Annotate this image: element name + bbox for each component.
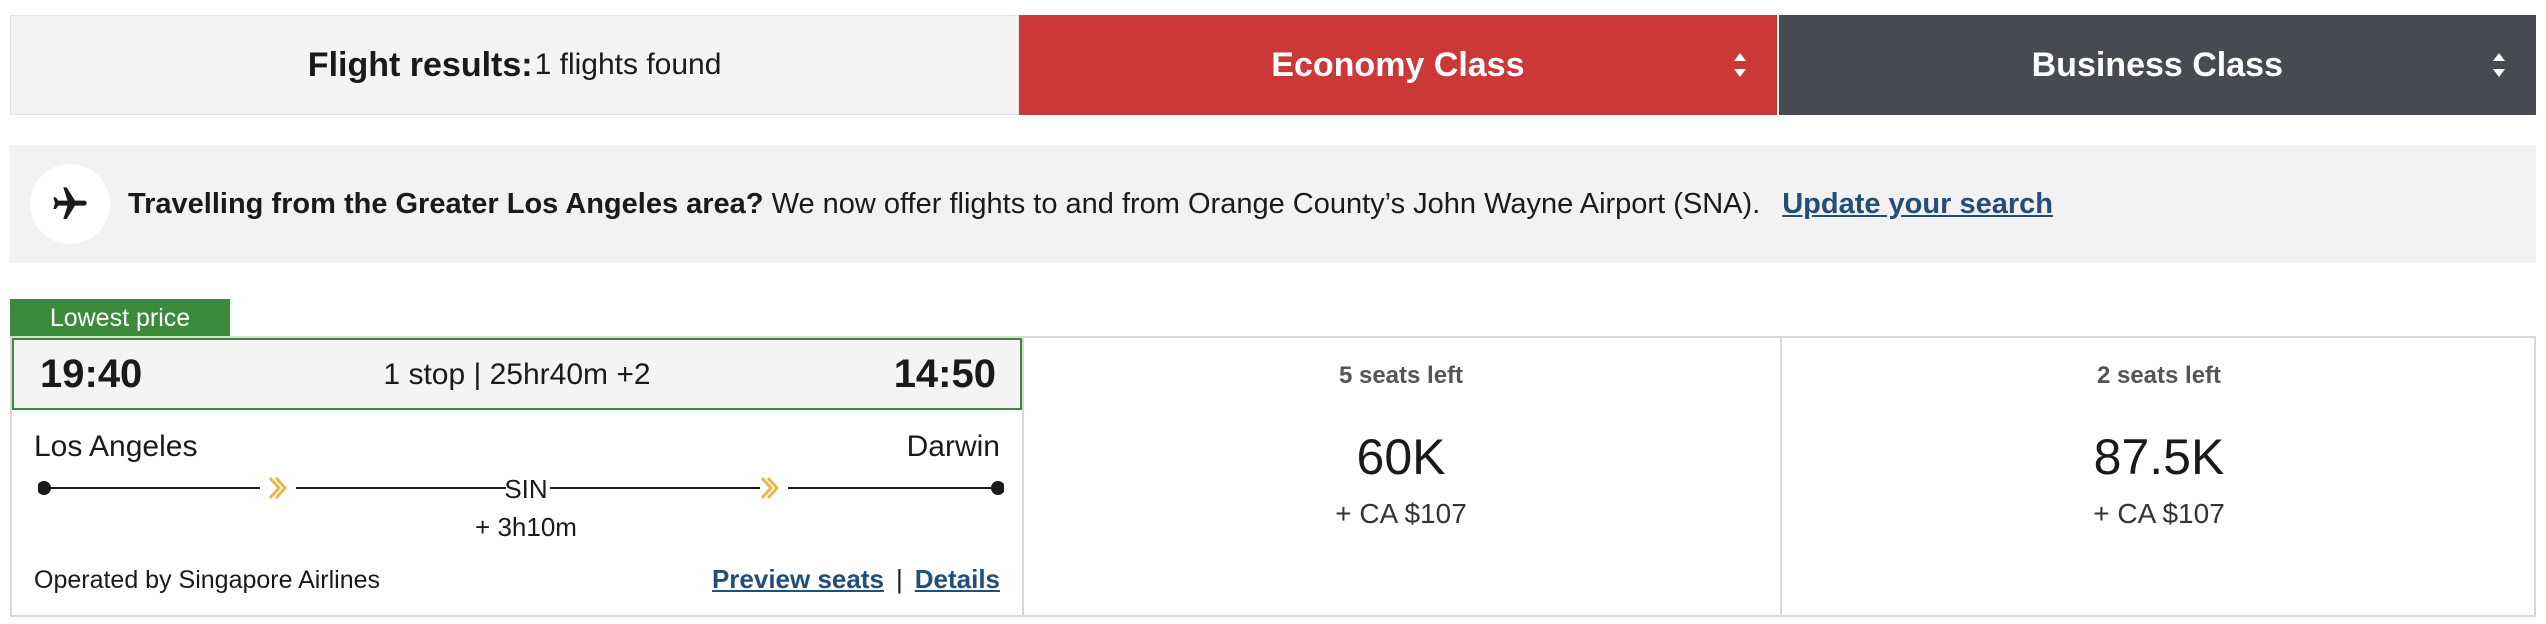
- business-points: 87.5K: [2093, 429, 2225, 485]
- destination-city: Darwin: [906, 430, 1000, 463]
- plane-icon: [53, 187, 87, 219]
- sort-icon: [2493, 53, 2506, 77]
- results-header: Flight results: 1 flights found Economy …: [10, 15, 2537, 115]
- economy-tax: + CA $107: [1335, 498, 1467, 529]
- airline-logo-icon: [760, 476, 780, 500]
- update-search-link[interactable]: Update your search: [1782, 187, 2053, 220]
- economy-fare-cell[interactable]: 5 seats left 60K + CA $107: [1022, 338, 1778, 615]
- flight-results-summary: Flight results: 1 flights found: [10, 15, 1020, 115]
- route-diagram: SIN + 3h10m: [38, 474, 1004, 542]
- economy-points: 60K: [1356, 429, 1446, 485]
- business-fare-cell[interactable]: 2 seats left 87.5K + CA $107: [1780, 338, 2536, 615]
- operated-by: Operated by Singapore Airlines: [34, 566, 381, 594]
- departure-time: 19:40: [40, 352, 143, 396]
- arrival-time: 14:50: [893, 352, 996, 396]
- business-tax: + CA $107: [2093, 498, 2225, 529]
- economy-class-label: Economy Class: [1271, 45, 1525, 84]
- results-count: 1 flights found: [534, 48, 722, 81]
- plane-icon-container: [30, 164, 110, 244]
- banner-text: We now offer flights to and from Orange …: [771, 187, 1761, 220]
- link-separator: |: [895, 564, 903, 594]
- airline-logo-icon: [268, 476, 288, 500]
- stop-code: SIN: [504, 474, 547, 504]
- results-label: Flight results:: [307, 45, 533, 84]
- banner-bold-text: Travelling from the Greater Los Angeles …: [128, 187, 764, 220]
- lowest-price-badge: Lowest price: [10, 299, 230, 337]
- economy-seats-left: 5 seats left: [1338, 362, 1464, 389]
- destination-dot: [991, 481, 1004, 495]
- flight-details: 19:40 1 stop | 25hr40m +2 14:50 Los Ange…: [12, 338, 1022, 615]
- economy-class-column-button[interactable]: Economy Class: [1019, 15, 1777, 115]
- origin-city: Los Angeles: [34, 430, 198, 463]
- business-class-label: Business Class: [2031, 45, 2283, 84]
- flight-time-bar: 19:40 1 stop | 25hr40m +2 14:50: [12, 338, 1022, 410]
- flight-duration: 1 stop | 25hr40m +2: [383, 358, 651, 391]
- sort-icon: [1733, 53, 1746, 77]
- preview-seats-link[interactable]: Preview seats: [711, 564, 884, 594]
- banner-message: Travelling from the Greater Los Angeles …: [128, 188, 1760, 221]
- business-seats-left: 2 seats left: [2096, 362, 2222, 389]
- layover-duration: + 3h10m: [475, 512, 577, 542]
- business-class-column-button[interactable]: Business Class: [1778, 15, 2537, 115]
- flight-links: Preview seats | Details: [712, 564, 1000, 595]
- info-banner: Travelling from the Greater Los Angeles …: [10, 145, 2536, 263]
- details-link[interactable]: Details: [914, 564, 1000, 594]
- flight-card: 19:40 1 stop | 25hr40m +2 14:50 Los Ange…: [10, 336, 2536, 617]
